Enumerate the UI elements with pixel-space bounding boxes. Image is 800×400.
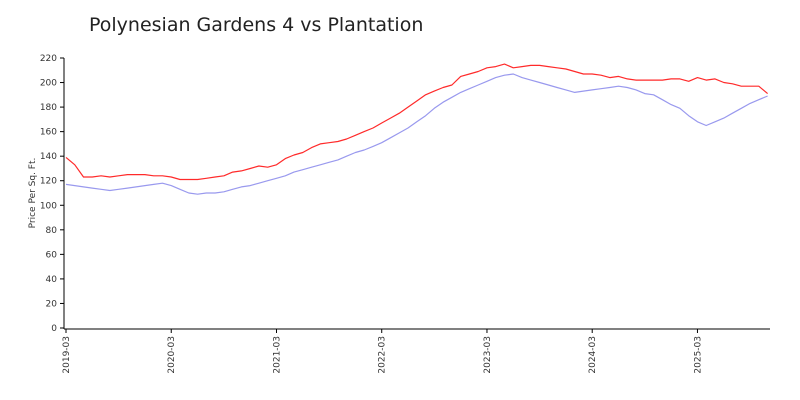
y-tick-label: 80 — [46, 226, 58, 236]
y-tick-label: 60 — [46, 250, 58, 260]
series-line-2 — [65, 73, 768, 195]
x-tick-label: 2025-03 — [693, 336, 703, 374]
x-tick-label: 2021-03 — [272, 336, 282, 374]
x-tick-label: 2019-03 — [62, 336, 72, 374]
y-axis: 0 20 40 60 80 100 120 140 160 180 200 220 — [40, 54, 65, 334]
y-tick-label: 100 — [40, 201, 57, 211]
series-line-1 — [65, 63, 768, 181]
y-axis-label: Price Per Sq. Ft. — [28, 158, 38, 229]
y-tick-label: 200 — [40, 79, 57, 89]
x-tick-label: 2024-03 — [588, 336, 598, 374]
y-tick-label: 180 — [40, 103, 57, 113]
x-tick-label: 2022-03 — [378, 336, 388, 374]
y-tick-label: 20 — [46, 299, 58, 309]
y-tick-label: 140 — [40, 152, 57, 162]
y-tick-label: 220 — [40, 54, 57, 64]
x-tick-label: 2023-03 — [483, 336, 493, 374]
y-tick-label: 160 — [40, 128, 57, 138]
x-axis: 2019-03 2020-03 2021-03 2022-03 2023-03 2024-… — [62, 328, 770, 374]
x-tick-label: 2020-03 — [167, 336, 177, 374]
y-tick-label: 40 — [46, 275, 58, 285]
chart-title: Polynesian Gardens 4 vs Plantation — [89, 14, 424, 36]
series-layer — [65, 63, 768, 195]
y-tick-label: 0 — [51, 324, 57, 334]
y-tick-label: 120 — [40, 177, 57, 187]
